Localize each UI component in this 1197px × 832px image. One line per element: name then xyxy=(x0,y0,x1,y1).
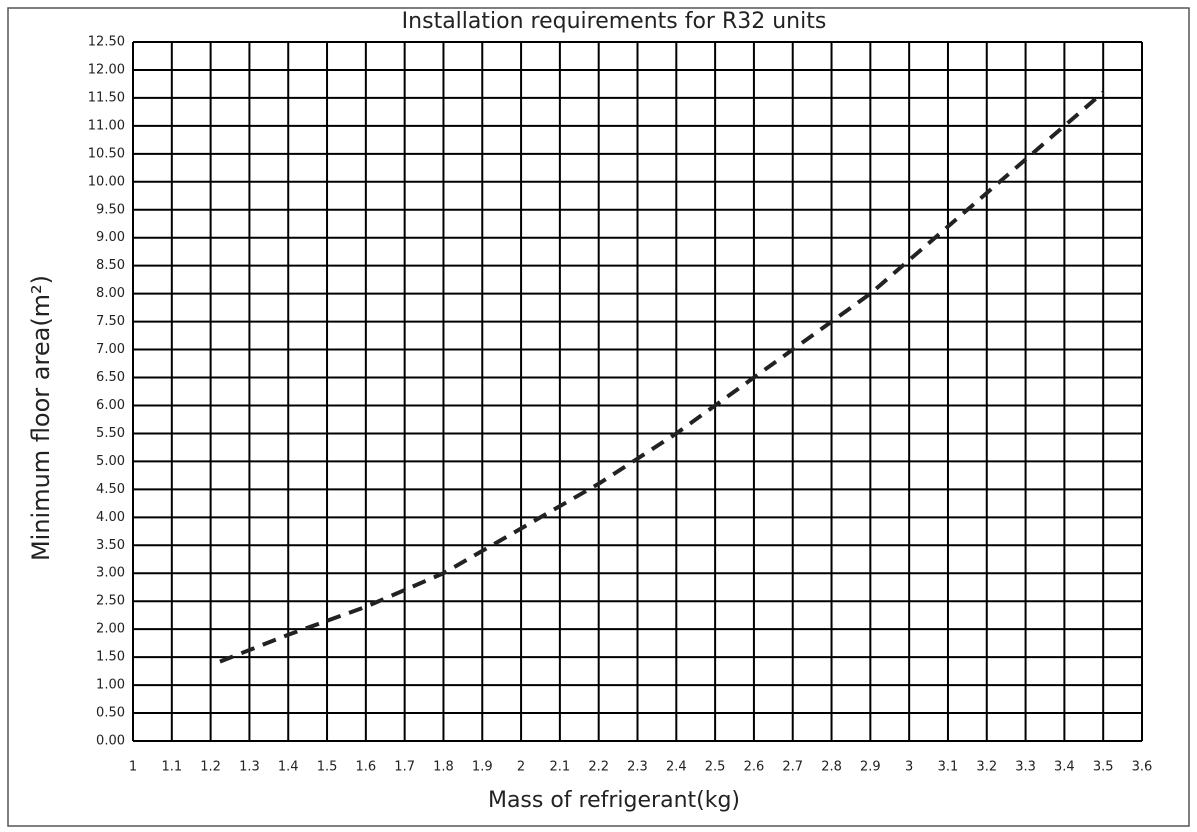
x-tick-label: 1.5 xyxy=(317,760,338,775)
x-tick-label: 2.1 xyxy=(550,760,571,775)
y-tick-label: 9.50 xyxy=(96,202,125,217)
y-tick-label: 4.50 xyxy=(96,482,125,497)
y-tick-label: 5.00 xyxy=(96,454,125,469)
y-tick-label: 3.50 xyxy=(96,538,125,553)
y-tick-label: 7.00 xyxy=(96,342,125,357)
x-axis-label: Mass of refrigerant(kg) xyxy=(488,788,740,813)
x-tick-label: 3.3 xyxy=(1015,760,1036,775)
y-tick-label: 12.00 xyxy=(88,62,125,77)
y-tick-label: 9.00 xyxy=(96,230,125,245)
x-tick-label: 1.2 xyxy=(200,760,221,775)
y-tick-label: 3.00 xyxy=(96,566,125,581)
x-tick-label: 1.6 xyxy=(356,760,377,775)
y-tick-label: 11.00 xyxy=(88,118,125,133)
y-tick-label: 2.00 xyxy=(96,622,125,637)
y-tick-label: 4.00 xyxy=(96,510,125,525)
y-tick-label: 7.50 xyxy=(96,314,125,329)
y-tick-label: 6.00 xyxy=(96,398,125,413)
x-tick-label: 3 xyxy=(905,760,913,775)
chart-title: Installation requirements for R32 units xyxy=(402,9,827,34)
x-tick-label: 1.1 xyxy=(161,760,182,775)
x-tick-label: 1.7 xyxy=(394,760,415,775)
x-tick-label: 3.5 xyxy=(1093,760,1114,775)
y-tick-label: 1.50 xyxy=(96,650,125,665)
x-tick-label: 2 xyxy=(517,760,525,775)
x-tick-label: 3.1 xyxy=(938,760,959,775)
x-tick-label: 3.6 xyxy=(1132,760,1153,775)
x-tick-label: 1.4 xyxy=(278,760,299,775)
x-tick-label: 3.2 xyxy=(976,760,997,775)
y-tick-label: 1.00 xyxy=(96,678,125,693)
y-tick-label: 10.50 xyxy=(88,146,125,161)
y-tick-label: 0.50 xyxy=(96,706,125,721)
x-tick-label: 2.3 xyxy=(627,760,648,775)
x-tick-label: 2.6 xyxy=(744,760,765,775)
data-line xyxy=(219,90,1105,664)
y-tick-label: 2.50 xyxy=(96,594,125,609)
x-tick-label: 1 xyxy=(129,760,137,775)
y-tick-label: 0.00 xyxy=(96,734,125,749)
y-tick-label: 8.50 xyxy=(96,258,125,273)
x-tick-label: 1.8 xyxy=(433,760,454,775)
x-tick-label: 2.8 xyxy=(821,760,842,775)
y-tick-label: 8.00 xyxy=(96,286,125,301)
x-tick-label: 2.7 xyxy=(782,760,803,775)
x-tick-label: 2.2 xyxy=(588,760,609,775)
x-tick-label: 2.5 xyxy=(705,760,726,775)
x-tick-label: 2.9 xyxy=(860,760,881,775)
x-tick-label: 2.4 xyxy=(666,760,687,775)
x-tick-label: 1.3 xyxy=(239,760,260,775)
x-tick-label: 3.4 xyxy=(1054,760,1075,775)
y-tick-label: 12.50 xyxy=(88,35,125,50)
x-tick-label: 1.9 xyxy=(472,760,493,775)
y-tick-label: 6.50 xyxy=(96,370,125,385)
frame xyxy=(7,7,1190,827)
y-tick-label: 5.50 xyxy=(96,426,125,441)
y-axis-label: Minimum floor area(m²) xyxy=(27,275,55,561)
y-tick-label: 11.50 xyxy=(88,90,125,105)
y-tick-label: 10.00 xyxy=(88,174,125,189)
